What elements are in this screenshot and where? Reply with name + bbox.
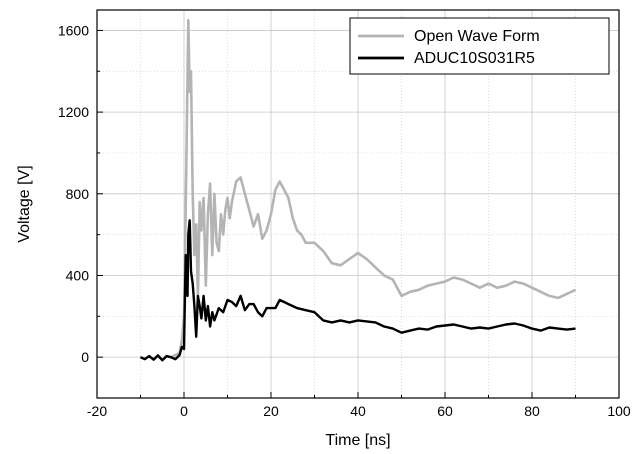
series-line-open-wave-form (140, 18, 577, 362)
x-tick-label: 80 (524, 403, 540, 419)
y-tick-label: 800 (66, 186, 90, 202)
y-tick-label: 400 (66, 267, 90, 283)
x-tick-label: 40 (350, 403, 366, 419)
legend-label-open-wave-form: Open Wave Form (414, 28, 540, 45)
x-tick-label: 20 (263, 403, 279, 419)
x-axis-title: Time [ns] (325, 432, 390, 449)
y-tick-label: 0 (81, 349, 89, 365)
legend-box (349, 17, 610, 75)
x-tick-label: 0 (180, 403, 188, 419)
y-tick-label: 1200 (58, 104, 89, 120)
y-tick-label: 1600 (58, 22, 89, 38)
legend: Open Wave Form ADUC10S031R5 (349, 17, 610, 75)
legend-label-aduc10s031r5: ADUC10S031R5 (414, 50, 535, 67)
series-group (139, 18, 577, 362)
x-tick-label: 100 (607, 403, 631, 419)
ticks: -20 0 20 40 60 80 100 0 400 800 1200 1600 (58, 22, 631, 419)
series-line-aduc10s031r5 (139, 219, 576, 362)
x-tick-label: -20 (87, 403, 107, 419)
x-tick-label: 60 (437, 403, 453, 419)
y-axis-title: Voltage [V] (16, 165, 33, 242)
